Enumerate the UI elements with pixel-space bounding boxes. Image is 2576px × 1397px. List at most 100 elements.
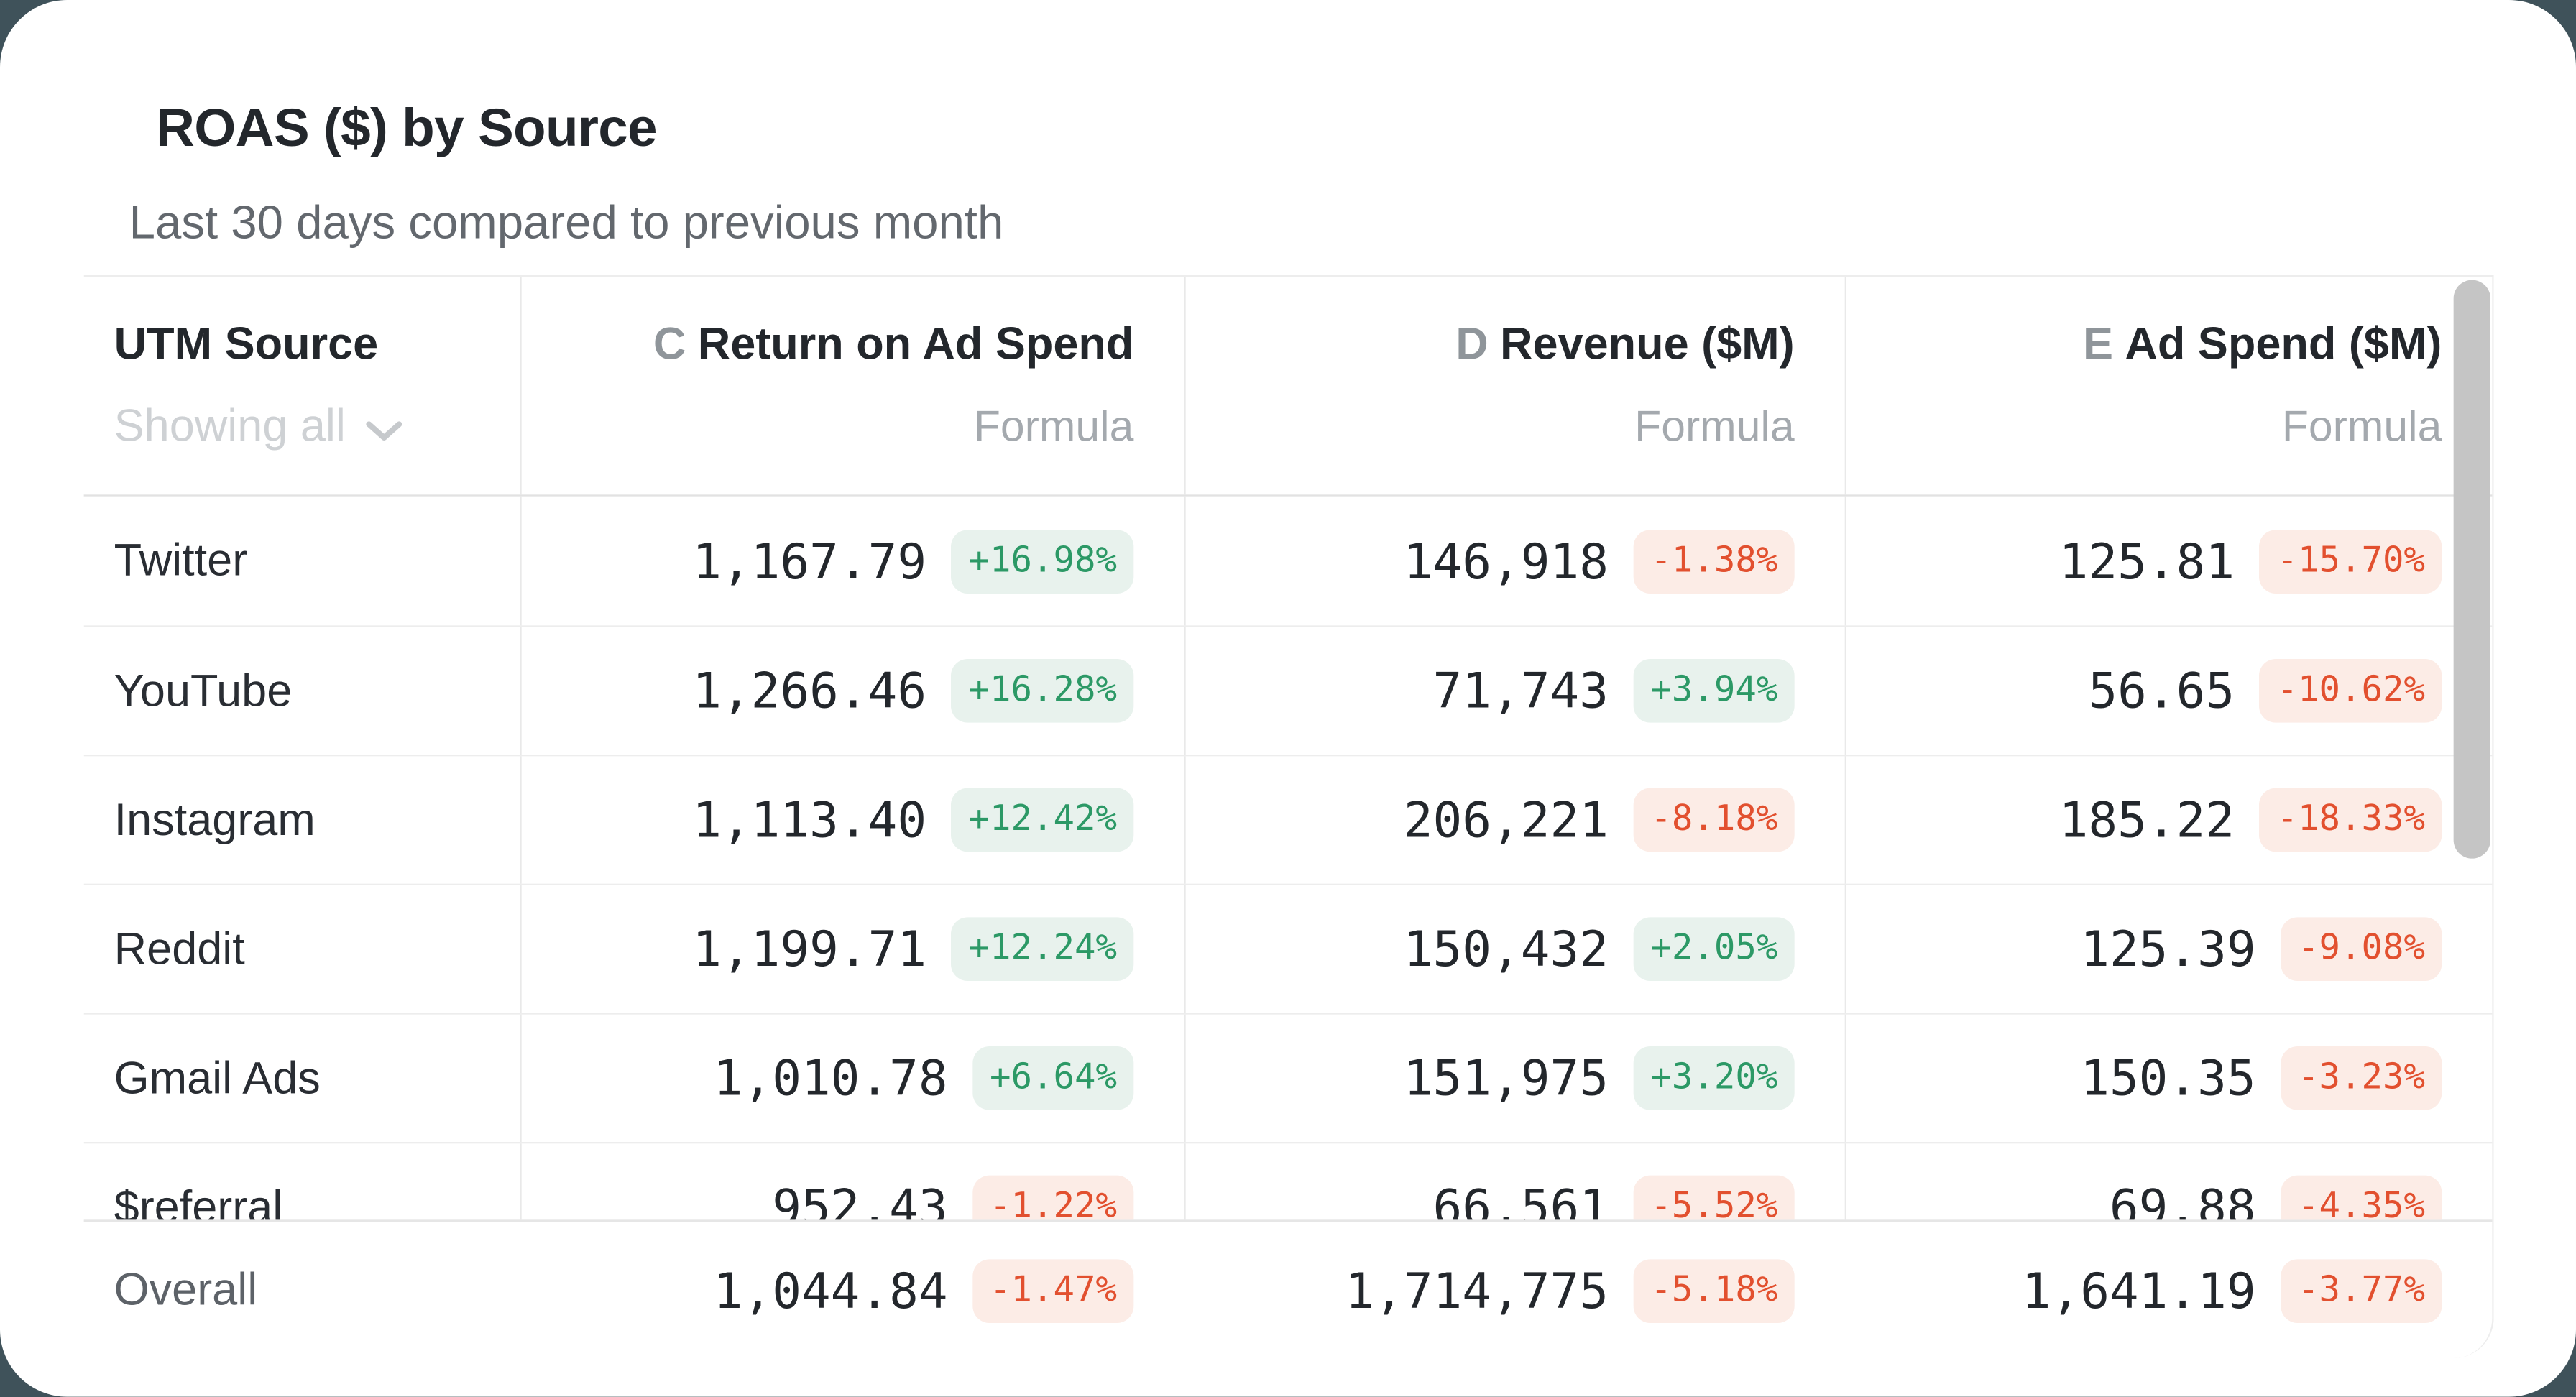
column-sublabel-formula: Formula (973, 400, 1134, 451)
table-row: Instagram 1,113.40 +12.42% 206,221 -8.18… (83, 754, 2493, 884)
header-cell-ad-spend: E Ad Spend ($M) Formula (1844, 276, 2493, 495)
overall-roas-cell: 1,044.84 -1.47% (520, 1222, 1184, 1358)
overall-row: Overall 1,044.84 -1.47% 1,714,775 -5.18%… (83, 1219, 2493, 1358)
column-title-roas: C Return on Ad Spend (653, 318, 1134, 369)
column-letter-e: E (2082, 318, 2113, 369)
roas-delta-badge: +16.28% (952, 658, 1134, 723)
vertical-scrollbar[interactable] (2453, 280, 2490, 859)
revenue-value: 206,221 (1403, 791, 1609, 849)
revenue-value: 150,432 (1403, 920, 1609, 978)
roas-cell: 1,199.71 +12.24% (520, 885, 1184, 1013)
roas-cell: 1,010.78 +6.64% (520, 1014, 1184, 1142)
ad-spend-delta-badge: -3.23% (2281, 1046, 2442, 1110)
header-cell-roas: C Return on Ad Spend Formula (520, 276, 1184, 495)
revenue-cell: 151,975 +3.20% (1184, 1014, 1844, 1142)
table-row: Reddit 1,199.71 +12.24% 150,432 +2.05% 1… (83, 883, 2493, 1013)
roas-delta-badge: +6.64% (972, 1046, 1134, 1110)
table-row: YouTube 1,266.46 +16.28% 71,743 +3.94% 5… (83, 625, 2493, 755)
revenue-value: 146,918 (1403, 532, 1609, 590)
revenue-delta-badge: -8.18% (1633, 788, 1795, 852)
roas-delta-badge: -1.22% (972, 1175, 1134, 1220)
table-scroll-area[interactable]: Twitter 1,167.79 +16.98% 146,918 -1.38% … (83, 496, 2493, 1220)
revenue-cell: 66,561 -5.52% (1184, 1143, 1844, 1220)
roas-cell: 952.43 -1.22% (520, 1143, 1184, 1220)
ad-spend-cell: 125.39 -9.08% (1844, 885, 2493, 1013)
overall-revenue-value: 1,714,775 (1345, 1261, 1609, 1319)
ad-spend-cell: 69.88 -4.35% (1844, 1143, 2493, 1220)
roas-value: 952.43 (772, 1179, 948, 1220)
ad-spend-delta-badge: -15.70% (2260, 529, 2442, 593)
ad-spend-value: 150.35 (2080, 1049, 2256, 1107)
overall-ad-spend-delta-badge: -3.77% (2281, 1258, 2442, 1322)
overall-label: Overall (114, 1264, 258, 1315)
roas-delta-badge: +16.98% (952, 529, 1134, 593)
roas-delta-badge: +12.42% (952, 788, 1134, 852)
ad-spend-delta-badge: -4.35% (2281, 1175, 2442, 1220)
roas-value: 1,167.79 (692, 532, 927, 590)
utm-source-label: UTM Source (114, 318, 379, 369)
revenue-value: 66,561 (1432, 1179, 1609, 1220)
ad-spend-value: 125.81 (2058, 532, 2235, 590)
row-source-label: Twitter (114, 535, 248, 586)
roas-delta-badge: +12.24% (952, 917, 1134, 981)
revenue-delta-badge: +3.20% (1633, 1046, 1795, 1110)
revenue-delta-badge: -1.38% (1633, 529, 1795, 593)
row-source-label: Gmail Ads (114, 1052, 321, 1103)
table-row: Gmail Ads 1,010.78 +6.64% 151,975 +3.20%… (83, 1013, 2493, 1142)
overall-roas-delta-badge: -1.47% (972, 1258, 1134, 1322)
ad-spend-delta-badge: -10.62% (2260, 658, 2442, 723)
roas-value: 1,010.78 (713, 1049, 948, 1107)
ad-spend-value: 56.65 (2088, 662, 2235, 719)
card-title: ROAS ($) by Source (155, 97, 658, 158)
ad-spend-delta-badge: -9.08% (2281, 917, 2442, 981)
revenue-cell: 146,918 -1.38% (1184, 496, 1844, 626)
row-source-label: Reddit (114, 923, 245, 974)
chevron-down-icon (366, 420, 402, 440)
column-title-revenue: D Revenue ($M) (1455, 318, 1795, 369)
column-title-ad-spend: E Ad Spend ($M) (2082, 318, 2442, 369)
overall-ad-spend-cell: 1,641.19 -3.77% (1845, 1222, 2493, 1358)
source-filter-dropdown[interactable]: Showing all (84, 401, 403, 453)
ad-spend-value: 125.39 (2080, 920, 2256, 978)
overall-ad-spend-value: 1,641.19 (2021, 1261, 2256, 1319)
revenue-cell: 150,432 +2.05% (1184, 885, 1844, 1013)
ad-spend-value: 185.22 (2058, 791, 2235, 849)
ad-spend-cell: 125.81 -15.70% (1844, 496, 2493, 626)
revenue-delta-badge: +2.05% (1633, 917, 1795, 981)
table-row: Twitter 1,167.79 +16.98% 146,918 -1.38% … (84, 496, 2493, 626)
header-cell-utm-source: UTM Source Showing all (84, 277, 520, 494)
revenue-cell: 206,221 -8.18% (1184, 756, 1844, 884)
revenue-delta-badge: -5.52% (1633, 1175, 1795, 1220)
revenue-delta-badge: +3.94% (1633, 658, 1795, 723)
overall-revenue-cell: 1,714,775 -5.18% (1184, 1222, 1844, 1358)
column-letter-d: D (1455, 318, 1489, 369)
column-sublabel-formula: Formula (2281, 400, 2442, 451)
roas-value: 1,266.46 (692, 662, 927, 719)
roas-cell: 1,266.46 +16.28% (520, 627, 1184, 755)
roas-cell: 1,113.40 +12.42% (520, 756, 1184, 884)
row-source-label: YouTube (114, 665, 293, 716)
roas-table: UTM Source Showing all C Return on Ad Spe… (83, 275, 2494, 1358)
table-header-row: UTM Source Showing all C Return on Ad Spe… (83, 276, 2493, 497)
table-row: $referral 952.43 -1.22% 66,561 -5.52% 69… (83, 1141, 2493, 1220)
revenue-cell: 71,743 +3.94% (1184, 627, 1844, 755)
ad-spend-cell: 56.65 -10.62% (1844, 627, 2493, 755)
column-letter-c: C (653, 318, 686, 369)
row-source-label: Instagram (114, 793, 316, 844)
ad-spend-delta-badge: -18.33% (2260, 788, 2442, 852)
overall-roas-value: 1,044.84 (713, 1261, 948, 1319)
ad-spend-cell: 150.35 -3.23% (1844, 1014, 2493, 1142)
ad-spend-value: 69.88 (2109, 1179, 2256, 1220)
roas-cell: 1,167.79 +16.98% (520, 496, 1184, 626)
card-subtitle: Last 30 days compared to previous month (129, 195, 1004, 249)
roas-value: 1,113.40 (692, 791, 927, 849)
overall-revenue-delta-badge: -5.18% (1633, 1258, 1795, 1322)
row-source-label: $referral (114, 1181, 283, 1220)
column-sublabel-formula: Formula (1634, 400, 1795, 451)
ad-spend-cell: 185.22 -18.33% (1844, 756, 2493, 884)
revenue-value: 71,743 (1432, 662, 1609, 719)
header-cell-revenue: D Revenue ($M) Formula (1184, 276, 1844, 495)
roas-value: 1,199.71 (692, 920, 927, 978)
